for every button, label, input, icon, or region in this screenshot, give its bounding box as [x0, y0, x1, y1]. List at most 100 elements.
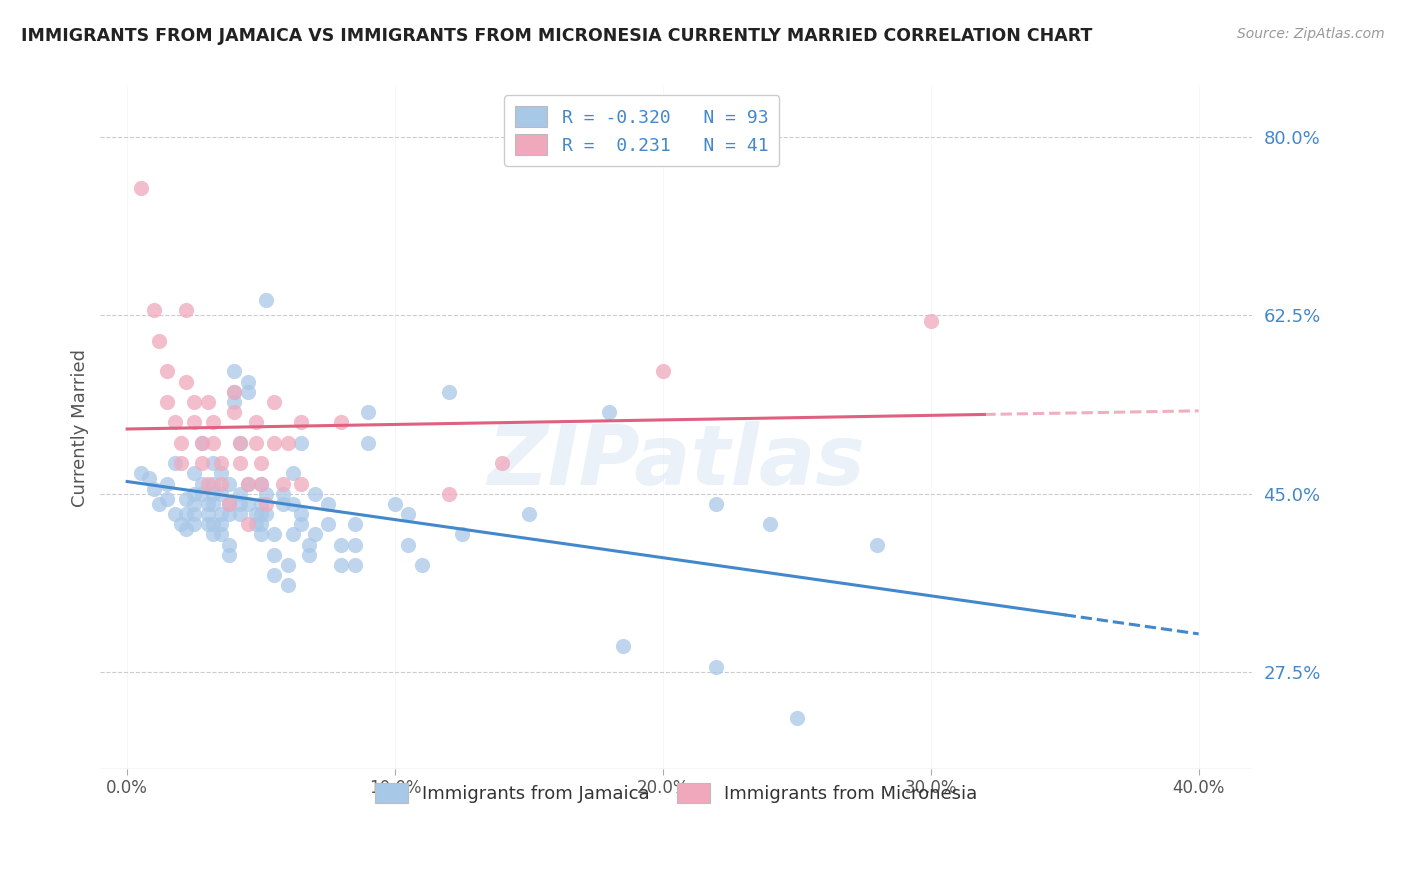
Point [142, 303, 165, 318]
Point [491, 456, 513, 470]
Point [209, 486, 232, 500]
Point [263, 435, 285, 450]
Point [277, 435, 299, 450]
Point [209, 467, 232, 481]
Point [250, 456, 273, 470]
Point [165, 456, 187, 470]
Point [218, 538, 240, 552]
Point [250, 527, 273, 541]
Point [277, 578, 299, 592]
Point [191, 486, 214, 500]
Point [183, 507, 205, 521]
Point [330, 558, 353, 572]
Point [201, 435, 224, 450]
Point [218, 476, 240, 491]
Point [201, 517, 224, 532]
Point [183, 497, 205, 511]
Point [786, 711, 808, 725]
Point [759, 517, 782, 532]
Point [191, 456, 214, 470]
Point [271, 476, 294, 491]
Point [197, 517, 219, 532]
Point [290, 435, 312, 450]
Point [250, 497, 273, 511]
Point [209, 456, 232, 470]
Point [437, 486, 460, 500]
Point [183, 467, 205, 481]
Point [209, 517, 232, 532]
Point [598, 405, 620, 419]
Point [218, 507, 240, 521]
Point [191, 435, 214, 450]
Point [263, 395, 285, 409]
Point [174, 303, 197, 318]
Point [201, 456, 224, 470]
Point [165, 416, 187, 430]
Point [254, 486, 277, 500]
Point [283, 527, 305, 541]
Point [224, 364, 246, 378]
Point [170, 435, 193, 450]
Point [236, 375, 259, 389]
Point [283, 467, 305, 481]
Point [920, 313, 942, 327]
Point [228, 507, 250, 521]
Point [197, 497, 219, 511]
Point [330, 416, 353, 430]
Text: Source: ZipAtlas.com: Source: ZipAtlas.com [1237, 27, 1385, 41]
Point [197, 395, 219, 409]
Point [866, 538, 889, 552]
Point [191, 435, 214, 450]
Point [343, 517, 366, 532]
Point [201, 486, 224, 500]
Point [191, 476, 214, 491]
Point [271, 497, 294, 511]
Point [129, 181, 152, 195]
Text: ZIPatlas: ZIPatlas [488, 421, 865, 502]
Point [183, 517, 205, 532]
Point [651, 364, 673, 378]
Point [174, 522, 197, 536]
Point [170, 456, 193, 470]
Point [245, 416, 267, 430]
Point [170, 517, 193, 532]
Point [228, 456, 250, 470]
Point [138, 471, 160, 485]
Point [197, 476, 219, 491]
Point [148, 334, 170, 348]
Point [197, 507, 219, 521]
Point [298, 538, 321, 552]
Point [228, 486, 250, 500]
Point [304, 486, 326, 500]
Point [250, 476, 273, 491]
Point [236, 384, 259, 399]
Point [245, 507, 267, 521]
Point [174, 375, 197, 389]
Point [250, 476, 273, 491]
Point [290, 507, 312, 521]
Point [437, 384, 460, 399]
Point [254, 293, 277, 308]
Point [201, 476, 224, 491]
Point [224, 395, 246, 409]
Point [304, 527, 326, 541]
Point [142, 482, 165, 496]
Point [396, 507, 419, 521]
Point [396, 538, 419, 552]
Point [357, 405, 380, 419]
Point [254, 497, 277, 511]
Point [357, 435, 380, 450]
Point [236, 517, 259, 532]
Point [254, 507, 277, 521]
Point [174, 507, 197, 521]
Point [236, 476, 259, 491]
Point [174, 491, 197, 506]
Point [330, 538, 353, 552]
Point [201, 527, 224, 541]
Y-axis label: Currently Married: Currently Married [72, 349, 89, 507]
Point [209, 507, 232, 521]
Point [290, 517, 312, 532]
Point [165, 507, 187, 521]
Point [209, 527, 232, 541]
Point [290, 476, 312, 491]
